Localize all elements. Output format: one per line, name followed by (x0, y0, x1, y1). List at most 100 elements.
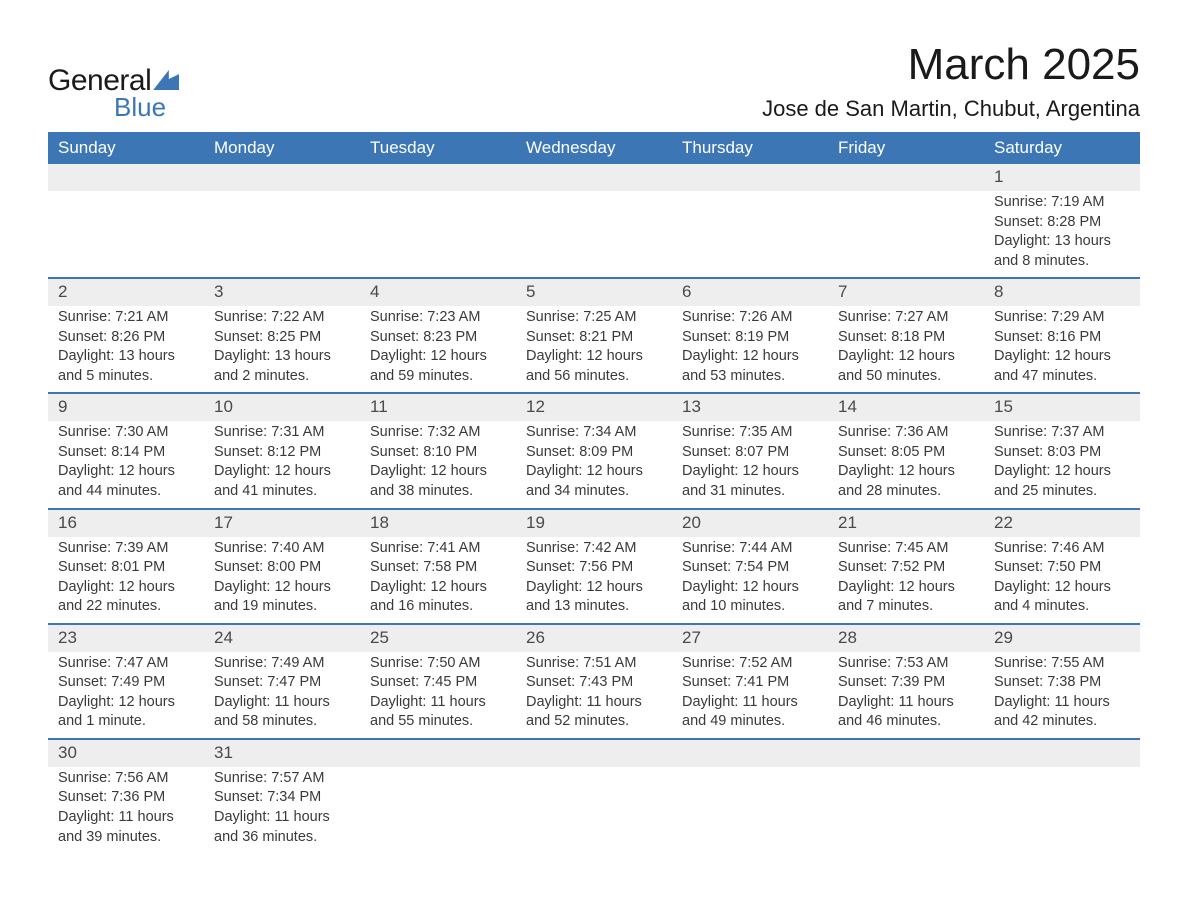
day-number: 21 (828, 510, 984, 537)
day-cell-details (360, 191, 516, 278)
day-details-text: Sunrise: 7:29 AMSunset: 8:16 PMDaylight:… (984, 306, 1140, 392)
details-row: Sunrise: 7:21 AMSunset: 8:26 PMDaylight:… (48, 306, 1140, 393)
day-details-text: Sunrise: 7:23 AMSunset: 8:23 PMDaylight:… (360, 306, 516, 392)
day-cell-number: 21 (828, 509, 984, 537)
day-number: 11 (360, 394, 516, 421)
day-number: 26 (516, 625, 672, 652)
day-details-text: Sunrise: 7:26 AMSunset: 8:19 PMDaylight:… (672, 306, 828, 392)
day-cell-details: Sunrise: 7:42 AMSunset: 7:56 PMDaylight:… (516, 537, 672, 624)
day-details-text: Sunrise: 7:44 AMSunset: 7:54 PMDaylight:… (672, 537, 828, 623)
day-details-text: Sunrise: 7:39 AMSunset: 8:01 PMDaylight:… (48, 537, 204, 623)
day-number: 6 (672, 279, 828, 306)
day-number: 20 (672, 510, 828, 537)
day-cell-details (48, 191, 204, 278)
day-cell-number (360, 739, 516, 767)
day-cell-number: 17 (204, 509, 360, 537)
day-cell-details: Sunrise: 7:27 AMSunset: 8:18 PMDaylight:… (828, 306, 984, 393)
day-details-text: Sunrise: 7:32 AMSunset: 8:10 PMDaylight:… (360, 421, 516, 507)
day-cell-details: Sunrise: 7:40 AMSunset: 8:00 PMDaylight:… (204, 537, 360, 624)
day-details-text: Sunrise: 7:19 AMSunset: 8:28 PMDaylight:… (984, 191, 1140, 277)
day-cell-number: 9 (48, 393, 204, 421)
day-cell-number: 13 (672, 393, 828, 421)
day-number: 8 (984, 279, 1140, 306)
day-number: 17 (204, 510, 360, 537)
day-details-text: Sunrise: 7:45 AMSunset: 7:52 PMDaylight:… (828, 537, 984, 623)
day-cell-number: 25 (360, 624, 516, 652)
day-cell-details: Sunrise: 7:34 AMSunset: 8:09 PMDaylight:… (516, 421, 672, 508)
day-cell-details: Sunrise: 7:53 AMSunset: 7:39 PMDaylight:… (828, 652, 984, 739)
day-cell-details: Sunrise: 7:29 AMSunset: 8:16 PMDaylight:… (984, 306, 1140, 393)
day-cell-number: 16 (48, 509, 204, 537)
calendar-table: Sunday Monday Tuesday Wednesday Thursday… (48, 132, 1140, 853)
day-cell-number: 24 (204, 624, 360, 652)
details-row: Sunrise: 7:47 AMSunset: 7:49 PMDaylight:… (48, 652, 1140, 739)
day-cell-number: 19 (516, 509, 672, 537)
day-cell-number: 4 (360, 278, 516, 306)
day-cell-number: 22 (984, 509, 1140, 537)
day-number: 27 (672, 625, 828, 652)
title-block: March 2025 Jose de San Martin, Chubut, A… (762, 40, 1140, 128)
day-cell-number: 29 (984, 624, 1140, 652)
day-cell-number (984, 739, 1140, 767)
day-details-text: Sunrise: 7:55 AMSunset: 7:38 PMDaylight:… (984, 652, 1140, 738)
day-cell-details: Sunrise: 7:50 AMSunset: 7:45 PMDaylight:… (360, 652, 516, 739)
day-cell-details: Sunrise: 7:52 AMSunset: 7:41 PMDaylight:… (672, 652, 828, 739)
day-number: 29 (984, 625, 1140, 652)
day-details-text: Sunrise: 7:35 AMSunset: 8:07 PMDaylight:… (672, 421, 828, 507)
day-cell-number: 20 (672, 509, 828, 537)
day-cell-details: Sunrise: 7:51 AMSunset: 7:43 PMDaylight:… (516, 652, 672, 739)
day-cell-details: Sunrise: 7:30 AMSunset: 8:14 PMDaylight:… (48, 421, 204, 508)
day-cell-details (828, 191, 984, 278)
day-cell-details: Sunrise: 7:25 AMSunset: 8:21 PMDaylight:… (516, 306, 672, 393)
day-cell-number: 8 (984, 278, 1140, 306)
day-number: 5 (516, 279, 672, 306)
day-cell-number: 6 (672, 278, 828, 306)
day-cell-details (672, 767, 828, 853)
day-cell-number: 31 (204, 739, 360, 767)
day-header: Thursday (672, 132, 828, 164)
day-cell-number: 1 (984, 164, 1140, 191)
daynum-row: 2345678 (48, 278, 1140, 306)
daynum-row: 23242526272829 (48, 624, 1140, 652)
day-number: 19 (516, 510, 672, 537)
day-cell-number: 27 (672, 624, 828, 652)
day-cell-number: 11 (360, 393, 516, 421)
day-cell-details: Sunrise: 7:47 AMSunset: 7:49 PMDaylight:… (48, 652, 204, 739)
day-header: Saturday (984, 132, 1140, 164)
day-details-text: Sunrise: 7:46 AMSunset: 7:50 PMDaylight:… (984, 537, 1140, 623)
day-number: 28 (828, 625, 984, 652)
day-cell-details (516, 191, 672, 278)
day-header: Friday (828, 132, 984, 164)
day-details-text: Sunrise: 7:22 AMSunset: 8:25 PMDaylight:… (204, 306, 360, 392)
day-cell-number (360, 164, 516, 191)
day-details-text: Sunrise: 7:31 AMSunset: 8:12 PMDaylight:… (204, 421, 360, 507)
day-number: 4 (360, 279, 516, 306)
day-cell-number (516, 739, 672, 767)
day-cell-details: Sunrise: 7:49 AMSunset: 7:47 PMDaylight:… (204, 652, 360, 739)
day-cell-details (672, 191, 828, 278)
day-cell-details: Sunrise: 7:46 AMSunset: 7:50 PMDaylight:… (984, 537, 1140, 624)
day-cell-details: Sunrise: 7:36 AMSunset: 8:05 PMDaylight:… (828, 421, 984, 508)
day-details-text: Sunrise: 7:36 AMSunset: 8:05 PMDaylight:… (828, 421, 984, 507)
day-cell-number: 3 (204, 278, 360, 306)
day-number: 9 (48, 394, 204, 421)
day-cell-details: Sunrise: 7:56 AMSunset: 7:36 PMDaylight:… (48, 767, 204, 853)
day-number: 31 (204, 740, 360, 767)
day-cell-details: Sunrise: 7:23 AMSunset: 8:23 PMDaylight:… (360, 306, 516, 393)
day-cell-number: 30 (48, 739, 204, 767)
location-subtitle: Jose de San Martin, Chubut, Argentina (762, 96, 1140, 122)
daynum-row: 1 (48, 164, 1140, 191)
day-details-text: Sunrise: 7:42 AMSunset: 7:56 PMDaylight:… (516, 537, 672, 623)
day-cell-details (984, 767, 1140, 853)
day-cell-number: 12 (516, 393, 672, 421)
day-cell-details: Sunrise: 7:55 AMSunset: 7:38 PMDaylight:… (984, 652, 1140, 739)
day-cell-number: 18 (360, 509, 516, 537)
day-details-text: Sunrise: 7:40 AMSunset: 8:00 PMDaylight:… (204, 537, 360, 623)
day-number: 13 (672, 394, 828, 421)
day-cell-number: 28 (828, 624, 984, 652)
day-cell-number (672, 739, 828, 767)
day-cell-number: 14 (828, 393, 984, 421)
sail-icon (153, 70, 179, 90)
brand-logo: General Blue (48, 64, 179, 123)
day-cell-number: 26 (516, 624, 672, 652)
